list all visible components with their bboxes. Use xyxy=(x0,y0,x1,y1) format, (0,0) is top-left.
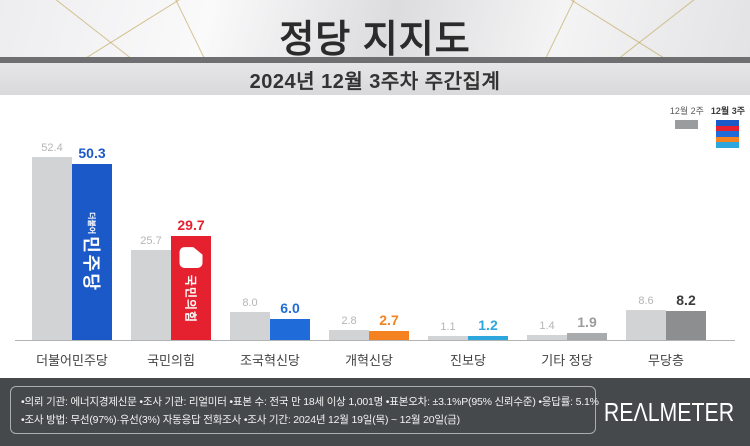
legend-label-curr-week: 12월 3주 xyxy=(710,106,745,116)
survey-info-line2: •조사 방법: 무선(97%)·유선(3%) 자동응답 전화조사 •조사 기간:… xyxy=(21,413,460,426)
bar-group: 1.4 1.9 기타 정당 xyxy=(507,314,627,368)
subtitle-band: 2024년 12월 3주차 주간집계 xyxy=(0,63,750,95)
curr-week-bar xyxy=(666,311,706,340)
bar-group: 8.0 6.0 조국혁신당 xyxy=(210,297,330,368)
curr-week-bar xyxy=(567,333,607,340)
category-label: 더불어민주당 xyxy=(36,353,108,368)
prev-week-bar xyxy=(428,336,468,340)
ppp-logo-symbol xyxy=(179,247,203,269)
category-label: 조국혁신당 xyxy=(240,353,300,368)
legend-item-curr-week: 12월 3주 xyxy=(711,104,745,148)
survey-info-box: •의뢰 기관: 에너지경제신문 •조사 기관: 리얼미터 •표본 수: 전국 만… xyxy=(10,386,599,434)
curr-week-value: 1.2 xyxy=(478,316,498,333)
curr-week-value: 2.7 xyxy=(379,311,399,328)
subtitle: 2024년 12월 3주차 주간집계 xyxy=(249,70,501,93)
legend-swatch-prev-week xyxy=(675,120,699,129)
curr-week-bar: 더불어 민주당 xyxy=(72,163,112,340)
bar-group: 25.7 29.7 국민의힘 국민의힘 xyxy=(111,217,231,368)
realmeter-logo: REΛLMETER xyxy=(603,396,735,427)
category-label: 기타 정당 xyxy=(541,353,593,368)
legend-label-prev-week: 12월 2주 xyxy=(669,106,704,116)
prev-week-value: 1.1 xyxy=(440,321,456,334)
bar-chart: 12월 2주 12월 3주 52.4 50.3 더불어 민주당 더불어민주당 25.7 29… xyxy=(0,95,750,378)
category-label: 국민의힘 xyxy=(147,353,195,368)
x-axis-line xyxy=(15,340,735,341)
curr-week-value: 6.0 xyxy=(280,300,300,316)
category-label: 무당층 xyxy=(648,353,684,368)
legend-stripe xyxy=(716,142,740,148)
curr-week-value: 50.3 xyxy=(78,144,106,161)
minjoo-party-logo-text: 더불어 민주당 xyxy=(81,212,101,292)
prev-week-bar xyxy=(527,335,567,340)
legend-item-prev-week: 12월 2주 xyxy=(670,104,704,129)
curr-week-value: 8.2 xyxy=(676,292,696,309)
bar-group: 1.1 1.2 진보당 xyxy=(408,316,528,368)
legend-swatch-curr-week xyxy=(716,120,740,148)
legend-stripe xyxy=(716,125,740,132)
legend-stripe xyxy=(716,131,740,137)
curr-week-value: 1.9 xyxy=(577,314,597,331)
bar-group: 8.6 8.2 무당층 xyxy=(606,292,726,368)
prev-week-bar xyxy=(32,156,72,340)
curr-week-value: 29.7 xyxy=(177,217,205,234)
header-divider xyxy=(0,57,750,63)
prev-week-value: 2.8 xyxy=(341,315,357,328)
curr-week-bar xyxy=(369,330,409,340)
prev-week-value: 25.7 xyxy=(140,235,162,248)
survey-info-line1: •의뢰 기관: 에너지경제신문 •조사 기관: 리얼미터 •표본 수: 전국 만… xyxy=(21,395,599,408)
curr-week-bar xyxy=(468,335,508,340)
header-banner: 정당 지지도 xyxy=(0,0,750,57)
category-label: 개혁신당 xyxy=(345,353,393,368)
prev-week-bar xyxy=(626,309,666,340)
prev-week-bar xyxy=(131,250,171,340)
prev-week-value: 8.0 xyxy=(242,297,258,309)
prev-week-value: 8.6 xyxy=(638,294,654,307)
prev-week-value: 52.4 xyxy=(41,141,63,154)
legend-stripe xyxy=(716,120,740,126)
prev-week-value: 1.4 xyxy=(539,320,555,333)
chart-legend: 12월 2주 12월 3주 xyxy=(670,104,745,148)
page-title: 정당 지지도 xyxy=(279,19,471,57)
prev-week-bar xyxy=(230,312,270,340)
bar-group: 52.4 50.3 더불어 민주당 더불어민주당 xyxy=(12,141,132,368)
curr-week-bar xyxy=(270,319,310,340)
legend-stripe xyxy=(716,136,740,143)
bar-group: 2.8 2.7 개혁신당 xyxy=(309,311,429,368)
footer-bar: •의뢰 기관: 에너지경제신문 •조사 기관: 리얼미터 •표본 수: 전국 만… xyxy=(0,378,750,446)
ppp-logo-text: 국민의힘 xyxy=(183,274,198,324)
curr-week-bar: 국민의힘 xyxy=(171,236,211,340)
prev-week-bar xyxy=(329,330,369,340)
category-label: 진보당 xyxy=(450,353,486,368)
